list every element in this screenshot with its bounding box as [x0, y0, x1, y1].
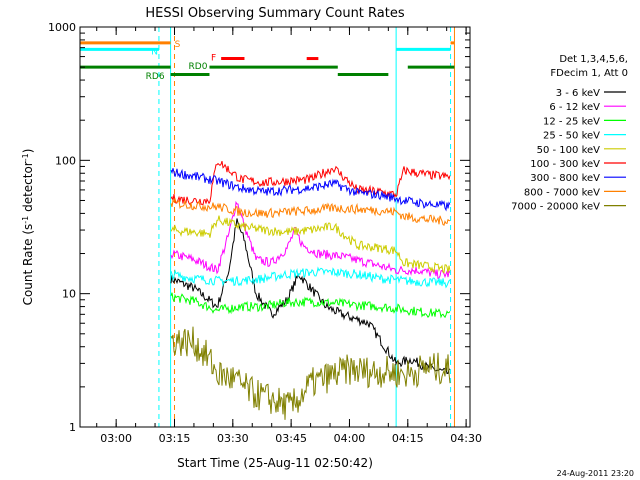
- series-line: [170, 292, 451, 319]
- legend-entry-label: 3 - 6 keV: [556, 88, 600, 99]
- x-tick-label: 04:15: [392, 432, 424, 445]
- flag-label: RD6: [146, 72, 165, 82]
- series-line: [170, 218, 451, 375]
- legend-entry-label: 800 - 7000 keV: [524, 187, 600, 198]
- legend-header: Det 1,3,4,5,6,: [559, 54, 628, 65]
- legend: Det 1,3,4,5,6, FDecim 1, Att 0 3 - 6 keV 6 …: [511, 54, 628, 213]
- x-tick-label: 04:30: [450, 432, 482, 445]
- x-tick-label: 03:00: [100, 432, 132, 445]
- flag-label: N: [151, 47, 158, 57]
- series-line: [170, 200, 451, 280]
- y-axis-label: Count Rate (s-1 detector-1): [21, 149, 35, 306]
- legend-entry-label: 12 - 25 keV: [543, 116, 600, 127]
- flag-label: S: [175, 40, 181, 50]
- legend-entry-label: 50 - 100 keV: [537, 145, 601, 156]
- x-tick-label: 03:30: [217, 432, 249, 445]
- series-line: [170, 266, 451, 289]
- series-line: [170, 326, 451, 420]
- legend-entry-label: 25 - 50 keV: [543, 131, 600, 142]
- x-axis-label: Start Time (25-Aug-11 02:50:42): [177, 456, 373, 470]
- chart-title: HESSI Observing Summary Count Rates: [145, 6, 404, 21]
- legend-entry-label: 300 - 800 keV: [530, 173, 600, 184]
- x-tick-label: 03:45: [275, 432, 307, 445]
- footer-date: 24-Aug-2011 23:20: [557, 469, 634, 478]
- series-line: [170, 215, 451, 274]
- legend-entry-label: 6 - 12 keV: [549, 102, 600, 113]
- y-tick-label: 10: [62, 288, 76, 301]
- legend-entry-label: 7000 - 20000 keV: [511, 202, 600, 213]
- series-line: [170, 160, 451, 206]
- y-tick-label: 1000: [48, 21, 76, 34]
- x-tick-label: 04:00: [334, 432, 366, 445]
- x-tick-label: 03:15: [159, 432, 191, 445]
- legend-header: FDecim 1, Att 0: [550, 68, 628, 79]
- series-line: [170, 168, 451, 212]
- plot-frame: [79, 26, 471, 428]
- flag-label: RD0: [189, 62, 208, 72]
- y-tick-label: 100: [55, 154, 76, 167]
- y-tick-label: 1: [69, 421, 76, 434]
- legend-entry-label: 100 - 300 keV: [530, 159, 600, 170]
- axes: 1 10 100 1000 03:00 03:15 03:30 03:45 04:00 04:15…: [48, 21, 482, 445]
- series-line: [170, 197, 451, 226]
- flag-label: F: [211, 54, 216, 64]
